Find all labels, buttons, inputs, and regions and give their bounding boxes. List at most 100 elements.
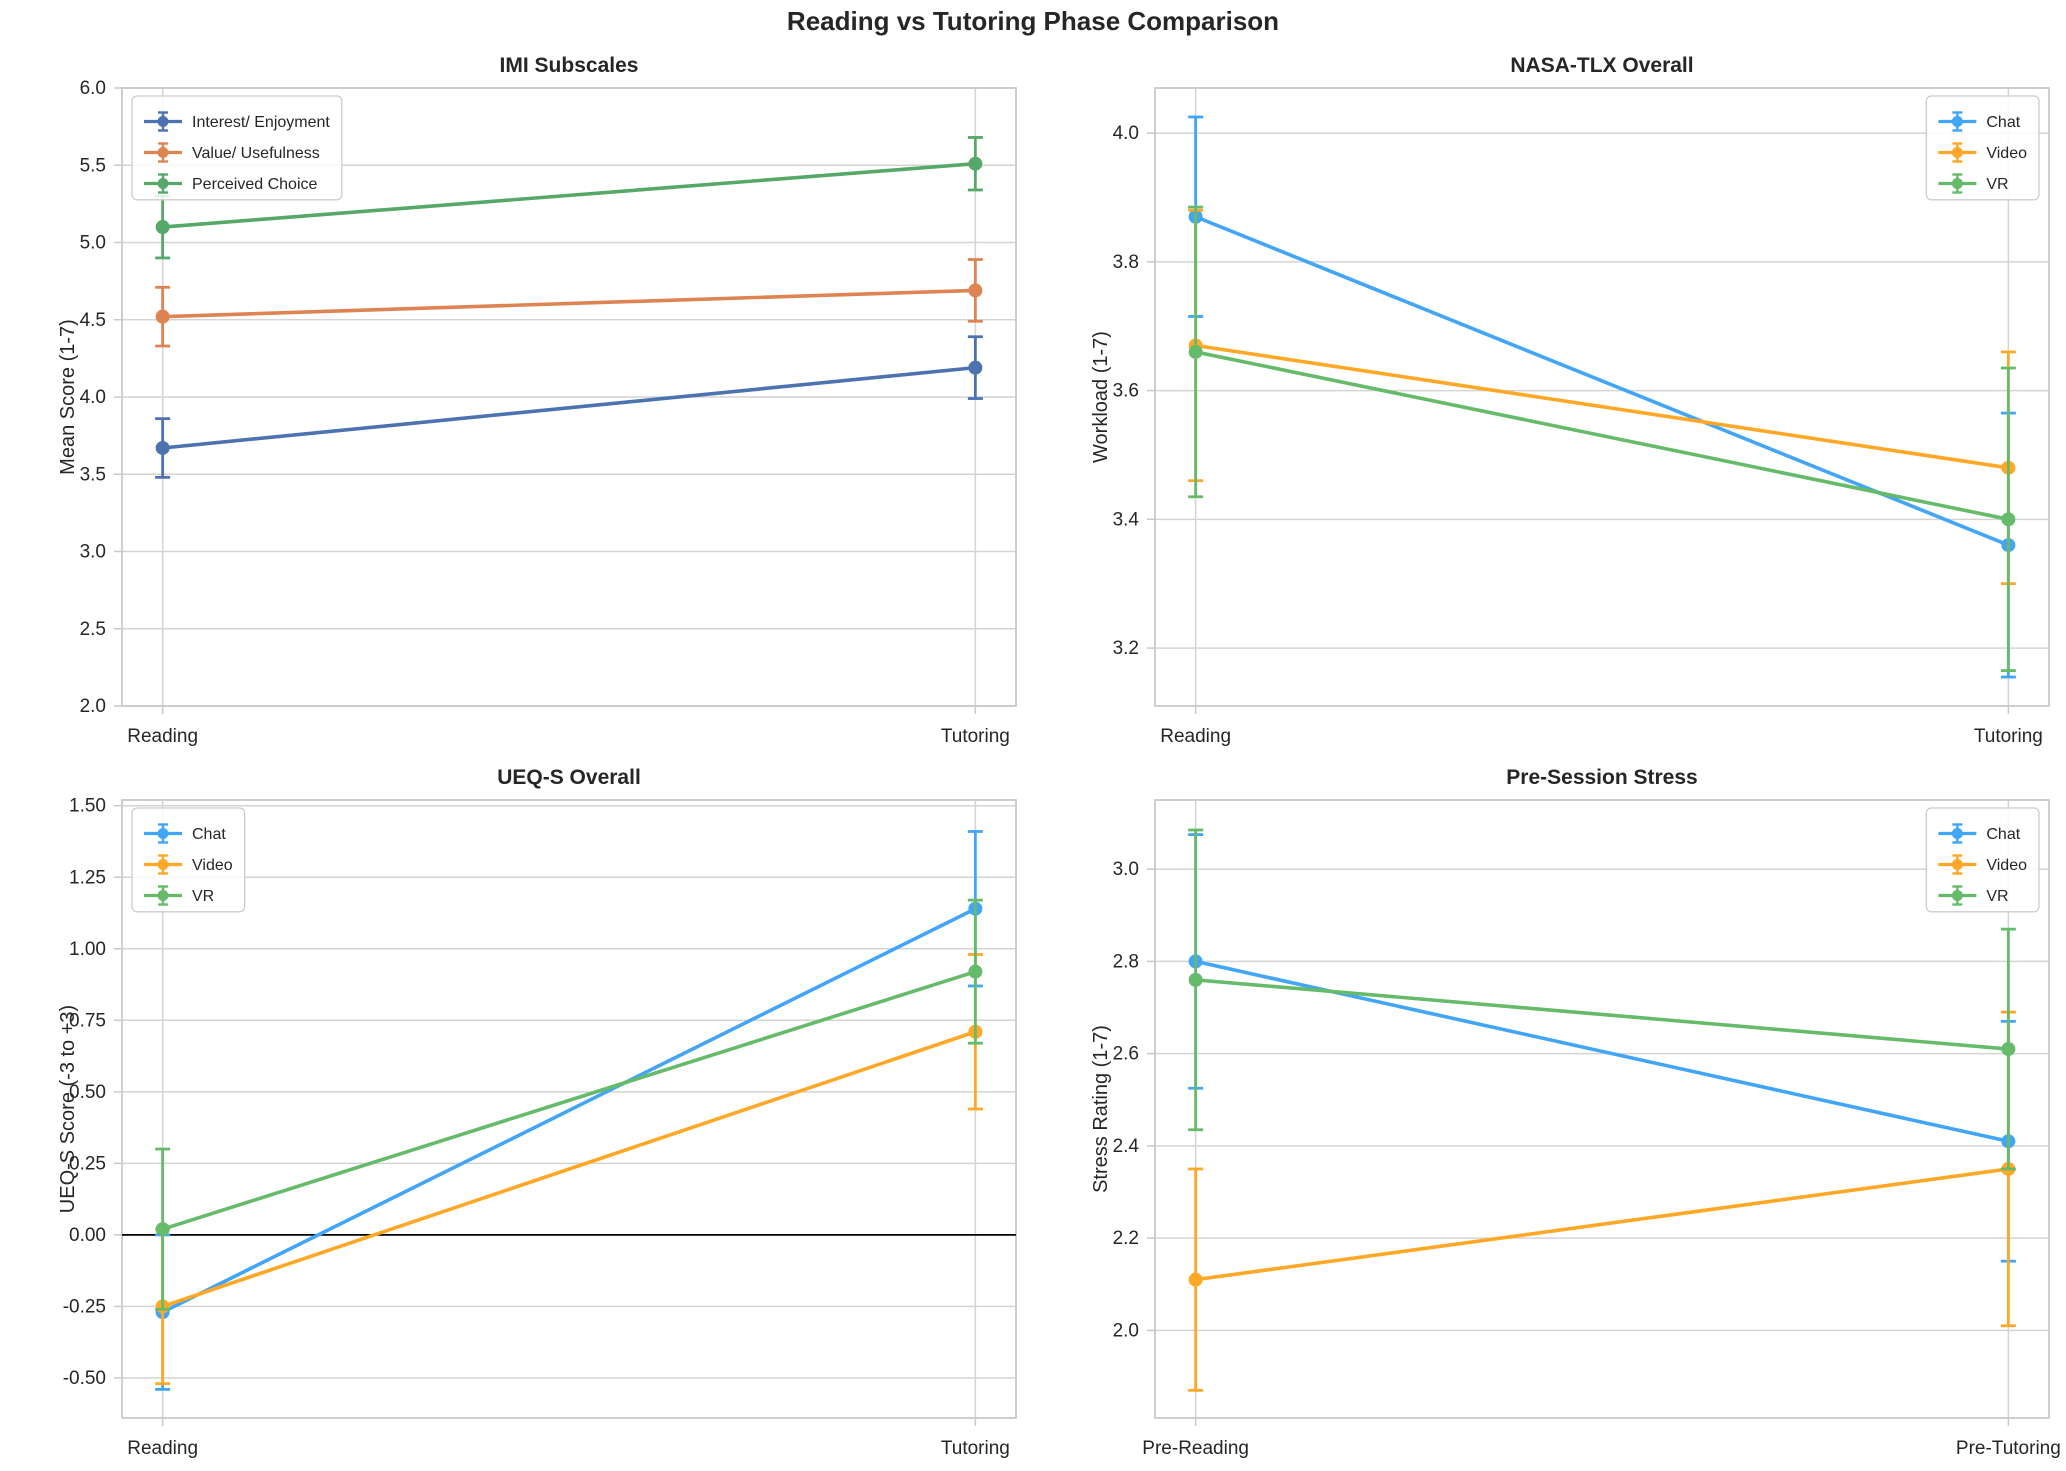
svg-text:Perceived Choice: Perceived Choice [192, 176, 318, 193]
svg-text:Reading: Reading [127, 1438, 198, 1459]
svg-text:Pre-Tutoring: Pre-Tutoring [1956, 1438, 2061, 1459]
series-vr [1188, 828, 2016, 1171]
y-axis-label: Workload (1-7) [1090, 331, 1112, 463]
tick-marks [1147, 868, 2010, 1426]
tick-marks [1147, 132, 2010, 714]
x-tick-labels: Reading Tutoring [127, 726, 1010, 747]
svg-text:3.4: 3.4 [1113, 509, 1140, 530]
subplot-pre-session-stress: 2.0 2.2 2.4 2.6 2.8 3.0 Pre-Reading Pre-Tutorin… [1033, 758, 2066, 1470]
svg-text:VR: VR [192, 888, 214, 905]
svg-text:3.8: 3.8 [1113, 252, 1139, 273]
svg-text:0.75: 0.75 [69, 1010, 106, 1031]
svg-text:3.0: 3.0 [80, 542, 106, 563]
subplot-title: UEQ-S Overall [497, 766, 641, 789]
svg-text:2.0: 2.0 [80, 696, 106, 717]
svg-text:6.0: 6.0 [80, 78, 106, 99]
svg-text:3.5: 3.5 [80, 464, 106, 485]
y-axis-label: Mean Score (1-7) [57, 319, 79, 475]
x-tick-labels: Reading Tutoring [127, 1438, 1010, 1459]
svg-text:3.0: 3.0 [1113, 859, 1139, 880]
svg-text:1.00: 1.00 [69, 939, 106, 960]
svg-text:2.8: 2.8 [1113, 951, 1139, 972]
svg-text:1.50: 1.50 [69, 796, 106, 817]
x-tick-labels: Pre-Reading Pre-Tutoring [1142, 1438, 2061, 1459]
subplot-ueq-s-overall: -0.50 -0.25 0.00 0.25 0.50 0.75 1.00 1.25 1.50 Re… [0, 758, 1033, 1470]
series-chat [1188, 833, 2016, 1263]
series-vr [155, 898, 983, 1311]
svg-text:Chat: Chat [192, 826, 226, 843]
plot-border [121, 87, 1017, 707]
subplot-nasa-tlx-overall: 3.2 3.4 3.6 3.8 4.0 Reading Tutoring Workload (… [1033, 46, 2066, 758]
svg-text:4.0: 4.0 [80, 387, 106, 408]
x-tick-labels: Reading Tutoring [1160, 726, 2043, 747]
svg-text:Video: Video [1986, 145, 2027, 162]
legend: Chat Video VR [1925, 807, 2040, 913]
series-vr [1188, 205, 2016, 672]
svg-text:Tutoring: Tutoring [941, 1438, 1010, 1459]
chart-imi-subscales: 2.0 2.5 3.0 3.5 4.0 4.5 5.0 5.5 6.0 Reading Tutori… [57, 54, 1017, 747]
svg-text:4.0: 4.0 [1113, 123, 1139, 144]
subplot-title: Pre-Session Stress [1506, 766, 1697, 789]
subplot-imi-subscales: 2.0 2.5 3.0 3.5 4.0 4.5 5.0 5.5 6.0 Reading Tutori… [0, 46, 1033, 758]
chart-grid: 2.0 2.5 3.0 3.5 4.0 4.5 5.0 5.5 6.0 Reading Tutori… [0, 46, 2066, 1471]
legend: Chat Video VR [131, 807, 246, 913]
svg-text:Reading: Reading [1160, 726, 1231, 747]
series-chat [1188, 115, 2016, 679]
svg-text:2.4: 2.4 [1113, 1136, 1140, 1157]
svg-text:-0.25: -0.25 [63, 1296, 106, 1317]
plot-border [121, 799, 1017, 1419]
svg-text:VR: VR [1986, 888, 2008, 905]
y-tick-labels: 2.0 2.5 3.0 3.5 4.0 4.5 5.0 5.5 6.0 [80, 78, 106, 717]
series-video [155, 953, 983, 1386]
svg-text:1.25: 1.25 [69, 867, 106, 888]
chart-ueq-s-overall: -0.50 -0.25 0.00 0.25 0.50 0.75 1.00 1.25 1.50 Re… [57, 766, 1017, 1459]
svg-text:Interest/ Enjoyment: Interest/ Enjoyment [192, 114, 330, 131]
chart-pre-session-stress: 2.0 2.2 2.4 2.6 2.8 3.0 Pre-Reading Pre-Tutorin… [1090, 766, 2061, 1459]
svg-text:Chat: Chat [1986, 826, 2020, 843]
subplot-title: NASA-TLX Overall [1510, 54, 1693, 77]
svg-text:Video: Video [1986, 857, 2027, 874]
svg-text:Tutoring: Tutoring [941, 726, 1010, 747]
svg-text:5.5: 5.5 [80, 155, 106, 176]
series-perceived-choice [155, 136, 983, 260]
svg-text:0.00: 0.00 [69, 1225, 106, 1246]
subplot-title: IMI Subscales [500, 54, 639, 77]
svg-text:0.25: 0.25 [69, 1153, 106, 1174]
svg-text:-0.50: -0.50 [63, 1368, 106, 1389]
series-video [1188, 1010, 2016, 1392]
svg-text:2.5: 2.5 [80, 619, 106, 640]
tick-marks [114, 87, 977, 714]
svg-text:VR: VR [1986, 176, 2008, 193]
svg-text:Chat: Chat [1986, 114, 2020, 131]
legend: Chat Video VR [1925, 95, 2040, 201]
svg-text:3.6: 3.6 [1113, 381, 1139, 402]
gridlines [1155, 800, 2049, 1418]
svg-text:4.5: 4.5 [80, 310, 106, 331]
svg-text:3.2: 3.2 [1113, 638, 1139, 659]
svg-text:Value/ Usefulness: Value/ Usefulness [192, 145, 320, 162]
y-tick-labels: -0.50 -0.25 0.00 0.25 0.50 0.75 1.00 1.25 1.50 [63, 796, 106, 1389]
y-axis-label: Stress Rating (1-7) [1090, 1025, 1112, 1193]
chart-nasa-tlx-overall: 3.2 3.4 3.6 3.8 4.0 Reading Tutoring Workload (… [1090, 54, 2050, 747]
svg-text:Reading: Reading [127, 726, 198, 747]
series-interest-enjoyment [155, 335, 983, 479]
svg-text:2.0: 2.0 [1113, 1320, 1139, 1341]
legend: Interest/ Enjoyment Value/ Usefulness Perc… [131, 95, 343, 201]
tick-marks [114, 804, 977, 1426]
series-value-usefulness [155, 258, 983, 348]
svg-text:5.0: 5.0 [80, 233, 106, 254]
y-axis-label: UEQ-S Score (-3 to +3) [57, 1005, 79, 1213]
svg-text:Video: Video [192, 857, 233, 874]
plot-border [1154, 799, 2050, 1419]
svg-text:0.50: 0.50 [69, 1082, 106, 1103]
svg-text:Pre-Reading: Pre-Reading [1142, 1438, 1249, 1459]
y-tick-labels: 3.2 3.4 3.6 3.8 4.0 [1113, 123, 1140, 659]
series-video [1188, 208, 2016, 586]
svg-text:Tutoring: Tutoring [1974, 726, 2043, 747]
y-tick-labels: 2.0 2.2 2.4 2.6 2.8 3.0 [1113, 859, 1140, 1341]
figure-title: Reading vs Tutoring Phase Comparison [786, 6, 1280, 36]
plot-border [1154, 87, 2050, 707]
gridlines [1155, 88, 2049, 706]
svg-text:2.6: 2.6 [1113, 1044, 1139, 1065]
